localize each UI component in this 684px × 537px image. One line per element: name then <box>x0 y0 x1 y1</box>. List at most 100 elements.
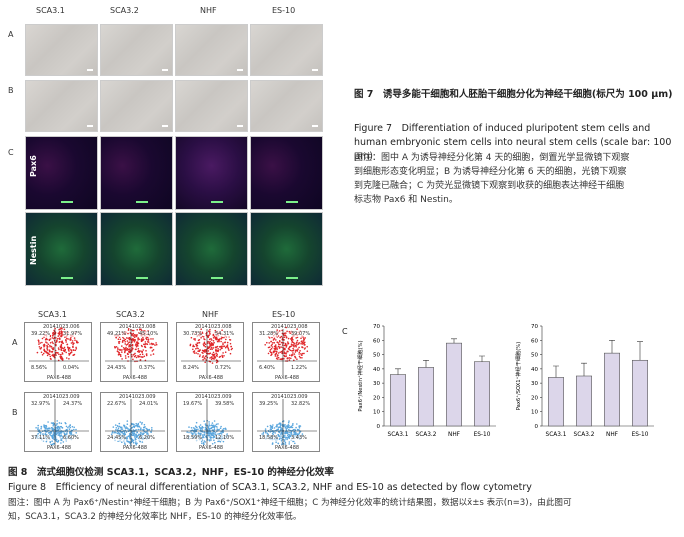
fig8-col-label: NHF <box>202 310 219 319</box>
flow-axis-label-x: PAX6-488 <box>199 445 224 451</box>
quadrant-percent: 18.58% <box>259 435 279 441</box>
scale-bar <box>136 201 148 203</box>
quadrant-percent: 37.11% <box>31 435 51 441</box>
flow-axis-label-x: PAX6-488 <box>123 445 148 451</box>
flow-plot-id: 20141023.009 <box>271 394 308 400</box>
flow-axis-label-x: PAX6-488 <box>47 375 72 381</box>
quadrant-percent: 12.10% <box>215 435 235 441</box>
y-tick-label: 40 <box>531 367 538 373</box>
bar-chart-pax6-nestin: 0 10 20 30 40 50 60 70 SCA3.1 SCA3.2 NHF ES-10 Pax6⁺… <box>356 324 496 438</box>
quadrant-percent: 24.43% <box>107 365 127 371</box>
fig7-note: 图注：图中 A 为诱导神经分化第 4 天的细胞，倒置光学显微镜下观察 到细胞形态… <box>354 151 684 207</box>
flow-plot: 20141023.009 39.25% 32.82% 18.58% 3.43% PAX6-… <box>252 392 320 452</box>
fig7-row-label: C <box>8 148 14 157</box>
quadrant-percent: 49.21% <box>107 331 127 337</box>
quadrant-percent: 24.45% <box>107 435 127 441</box>
micrograph-nestin <box>250 212 323 286</box>
quadrant-percent: 24.37% <box>63 401 83 407</box>
bar <box>576 375 593 427</box>
y-tick-label: 70 <box>531 324 538 330</box>
quadrant-percent: 1.22% <box>291 365 307 371</box>
y-tick-label: 10 <box>373 410 380 416</box>
flow-axis-label-x: PAX6-488 <box>275 445 300 451</box>
quadrant-percent: 0.72% <box>215 365 231 371</box>
x-tick-label: NHF <box>448 432 460 438</box>
bar <box>547 377 564 427</box>
fig8-col-label: SCA3.2 <box>116 310 145 319</box>
flow-axis-label-x: PAX6-488 <box>275 375 300 381</box>
flow-plot-id: 20141023.008 <box>271 324 308 330</box>
quadrant-percent: 32.82% <box>291 401 311 407</box>
bar <box>474 361 491 427</box>
y-tick-label: 0 <box>535 424 539 430</box>
fig7-col-label: SCA3.1 <box>36 6 65 15</box>
stain-label-pax6: Pax6 <box>29 155 38 177</box>
quadrant-percent: 18.59% <box>183 435 203 441</box>
flow-axis-label-x: PAX6-488 <box>199 375 224 381</box>
y-tick-label: 50 <box>373 353 380 359</box>
y-tick-label: 60 <box>531 338 538 344</box>
error-bar <box>553 365 559 378</box>
flow-plot: 20141023.008 31.28% 39.07% 6.40% 1.22% PAX6-4… <box>252 322 320 382</box>
panel-c-label: C <box>342 327 348 336</box>
y-tick-label: 20 <box>373 395 380 401</box>
flow-plot-id: 20141023.009 <box>43 394 80 400</box>
fig7-row-label: A <box>8 30 14 39</box>
quadrant-percent: 31.97% <box>63 331 83 337</box>
quadrant-percent: 39.25% <box>259 401 279 407</box>
micrograph-pax6 <box>175 136 248 210</box>
flow-plot-id: 20141023.006 <box>43 324 80 330</box>
x-tick-label: SCA3.2 <box>416 432 437 438</box>
fig7-note-line: 到细胞形态变化明显；B 为诱导神经分化第 6 天的细胞，光镜下观察 <box>354 167 627 177</box>
scale-bar <box>61 201 73 203</box>
quadrant-percent: 6.60% <box>63 435 79 441</box>
fig7-col-label: NHF <box>200 6 217 15</box>
scale-bar <box>87 125 93 127</box>
quadrant-percent: 0.37% <box>139 365 155 371</box>
scale-bar <box>87 69 93 71</box>
scale-bar <box>136 277 148 279</box>
fig7-note-line: 到克隆已融合；C 为荧光显微镜下观察到收获的细胞表达神经干细胞 <box>354 181 625 191</box>
y-tick-label: 50 <box>531 353 538 359</box>
flow-plot: 20141023.009 22.67% 24.01% 24.45% 6.20% PAX6-… <box>100 392 168 452</box>
fig7-col-label: ES-10 <box>272 6 296 15</box>
quadrant-percent: 3.43% <box>291 435 307 441</box>
bar <box>446 342 463 427</box>
micrograph-brightfield <box>100 80 173 132</box>
fig8-caption-cn: 图 8 流式细胞仪检测 SCA3.1，SCA3.2，NHF，ES-10 的神经分… <box>8 467 334 478</box>
flow-plot: 20141023.006 39.22% 31.97% 8.56% 0.04% PAX6-4… <box>24 322 92 382</box>
scale-bar <box>286 201 298 203</box>
quadrant-percent: 19.67% <box>183 401 203 407</box>
stain-label-nestin: Nestin <box>29 235 38 265</box>
fig7-caption-cn: 图 7 诱导多能干细胞和人胚胎干细胞分化为神经干细胞(标尺为 100 μm) <box>354 89 673 100</box>
fig8-note-line: 知，SCA3.1，SCA3.2 的神经分化效率比 NHF，ES-10 的神经分化… <box>8 512 302 522</box>
bar <box>418 367 435 427</box>
scale-bar <box>286 277 298 279</box>
scale-bar <box>61 277 73 279</box>
scale-bar <box>237 69 243 71</box>
fig8-col-label: SCA3.1 <box>38 310 67 319</box>
y-tick-label: 60 <box>373 338 380 344</box>
error-bar <box>451 338 457 344</box>
error-bar <box>637 341 643 361</box>
quadrant-percent: 32.97% <box>31 401 51 407</box>
scale-bar <box>237 125 243 127</box>
fig7-note-line: 标志物 Pax6 和 Nestin。 <box>354 195 458 205</box>
quadrant-percent: 39.58% <box>215 401 235 407</box>
y-axis-label: Pax6⁺/Nestin⁺神经干细胞(%) <box>356 340 364 411</box>
x-tick-label: ES-10 <box>632 432 649 438</box>
micrograph-pax6: Pax6 <box>25 136 98 210</box>
flow-plot-id: 20141023.008 <box>195 324 232 330</box>
error-bar <box>609 339 615 354</box>
quadrant-percent: 6.40% <box>259 365 275 371</box>
scale-bar <box>312 69 318 71</box>
y-axis-label: Pax6⁺/SOX1⁺神经干细胞(%) <box>514 342 522 410</box>
fig8-note-line: 图注：图中 A 为 Pax6⁺/Nestin⁺神经干细胞；B 为 Pax6⁺/S… <box>8 498 572 508</box>
x-tick-label: ES-10 <box>474 432 491 438</box>
fig7-col-label: SCA3.2 <box>110 6 139 15</box>
quadrant-percent: 31.28% <box>259 331 279 337</box>
bar-chart-pax6-sox1: 0 10 20 30 40 50 60 70 SCA3.1 SCA3.2 NHF ES-10 Pax6⁺… <box>514 324 654 438</box>
flow-plot: 20141023.009 32.97% 24.37% 37.11% 6.60% PAX6-… <box>24 392 92 452</box>
quadrant-percent: 0.04% <box>63 365 79 371</box>
quadrant-percent: 54.31% <box>215 331 235 337</box>
